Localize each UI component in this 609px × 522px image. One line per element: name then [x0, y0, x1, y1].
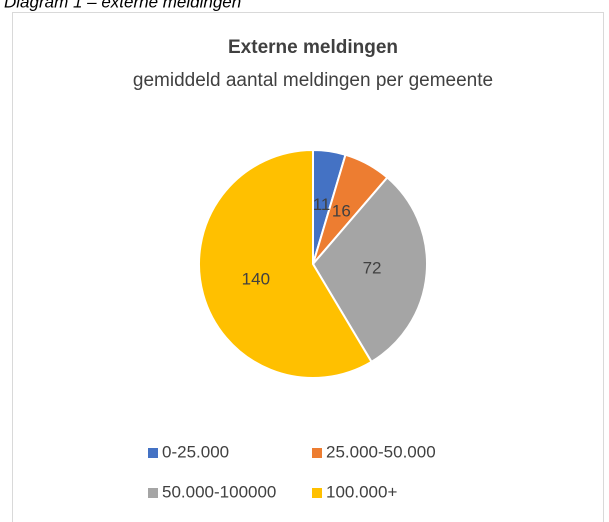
legend-swatch [312, 488, 322, 498]
legend-swatch [148, 488, 158, 498]
pie-slice [311, 176, 428, 364]
chart-title: Externe meldingen [228, 37, 398, 58]
pie-slice [198, 148, 373, 379]
data-label: 11 [313, 195, 331, 214]
legend-label: 100.000+ [326, 482, 397, 501]
data-label: 140 [242, 269, 270, 288]
legend-label: 25.000-50.000 [326, 442, 436, 461]
caption: Diagram 1 – externe meldingen [4, 0, 241, 11]
data-label: 16 [332, 201, 351, 220]
legend-swatch [148, 448, 158, 458]
legend-swatch [312, 448, 322, 458]
legend-label: 50.000-100000 [162, 482, 276, 501]
chart-subtitle: gemiddeld aantal meldingen per gemeente [133, 70, 493, 91]
data-label: 72 [363, 259, 382, 278]
legend-label: 0-25.000 [162, 442, 229, 461]
